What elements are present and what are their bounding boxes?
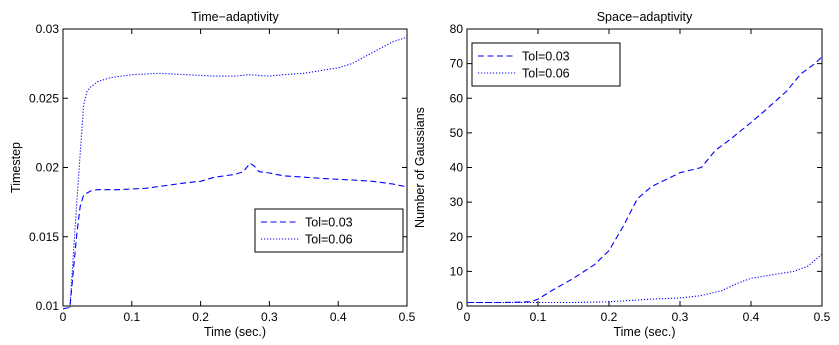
x-tick-label: 0.4: [743, 310, 760, 324]
legend-label: Tol=0.03: [305, 216, 353, 230]
y-tick-label: 40: [450, 161, 464, 175]
y-axis-label: Timestep: [9, 142, 23, 193]
y-tick-label: 10: [450, 264, 464, 278]
y-tick-label: 0.01: [36, 299, 60, 313]
y-tick-label: 20: [450, 230, 464, 244]
x-tick-label: 0.1: [123, 310, 140, 324]
chart-2: 0 0.1 0.2 0.3 0.4 0.5 0 10 20 30 40 50 60 70 80 Space−a…: [413, 10, 831, 339]
series-line-1: [467, 56, 823, 304]
x-axis-label: Time (sec.): [204, 325, 266, 339]
x-tick-label: 0: [60, 310, 67, 324]
series-line-2: [467, 253, 823, 304]
legend-label: Tol=0.03: [522, 50, 570, 64]
x-tick-label: 0.2: [192, 310, 209, 324]
legend-box: [471, 42, 621, 87]
plot-area: [62, 28, 408, 307]
y-tick-label: 30: [450, 195, 464, 209]
y-tick-label: 0.015: [29, 230, 59, 244]
x-tick-label: 0.5: [814, 310, 831, 324]
y-tick-label: 0.03: [36, 22, 60, 36]
x-tick-label: 0.2: [601, 310, 618, 324]
legend-box: [254, 208, 404, 253]
x-axis-label: Time (sec.): [613, 325, 675, 339]
x-tick-label: 0.5: [399, 310, 416, 324]
y-tick-label: 80: [450, 22, 464, 36]
x-tick-label: 0.1: [530, 310, 547, 324]
legend-label: Tol=0.06: [305, 233, 353, 247]
y-tick-label: 60: [450, 91, 464, 105]
legend: Tol=0.03 Tol=0.06: [471, 42, 621, 87]
legend: Tol=0.03 Tol=0.06: [254, 208, 404, 253]
x-tick-label: 0.3: [672, 310, 689, 324]
y-tick-label: 0: [456, 299, 463, 313]
chart-1: 0 0.1 0.2 0.3 0.4 0.5 0.01 0.015 0.02 0.025 0.03 Ti…: [9, 10, 416, 339]
x-tick-label: 0: [464, 310, 471, 324]
x-tick-label: 0.4: [330, 310, 347, 324]
y-tick-label: 0.02: [36, 161, 60, 175]
y-tick-label: 50: [450, 126, 464, 140]
x-tick-label: 0.3: [261, 310, 278, 324]
chart-title: Space−adaptivity: [597, 10, 693, 24]
legend-label: Tol=0.06: [522, 67, 570, 81]
y-tick-label: 70: [450, 57, 464, 71]
y-tick-label: 0.025: [29, 91, 59, 105]
series-line-2: [69, 36, 408, 308]
chart-title: Time−adaptivity: [191, 10, 279, 24]
y-axis-label: Number of Gaussians: [413, 107, 427, 228]
